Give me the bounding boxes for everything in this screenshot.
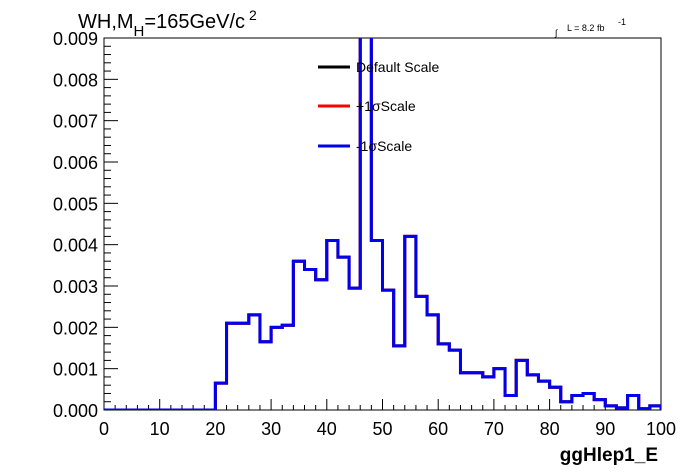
y-tick-label: 0.008 (53, 70, 98, 90)
y-tick-label: 0.001 (53, 360, 98, 380)
legend-label-plus1sigma: +1σScale (356, 98, 416, 114)
svg-text:L = 8.2 fb: L = 8.2 fb (567, 23, 604, 33)
luminosity-superscript: -1 (618, 17, 626, 27)
chart-title-subscript: H (134, 23, 145, 40)
x-tick-label: 20 (205, 419, 225, 439)
legend-label-minus1sigma: -1σScale (356, 138, 412, 154)
series-line-1 (104, 38, 661, 410)
x-axis-label: ggHlep1_E (560, 445, 658, 466)
integral-symbol: ∫ (554, 28, 559, 38)
y-tick-label: 0.009 (53, 29, 98, 49)
y-tick-label: 0.004 (53, 236, 98, 256)
x-tick-label: 30 (261, 419, 281, 439)
luminosity-label: ∫ L = 8.2 fb -1 (554, 17, 626, 38)
series-line-0 (104, 38, 661, 410)
x-tick-label: 10 (150, 419, 170, 439)
x-tick-label: 100 (646, 419, 676, 439)
x-tick-label: 70 (484, 419, 504, 439)
plot-frame (103, 37, 662, 411)
legend-label-default: Default Scale (356, 59, 439, 75)
y-tick-label: 0.002 (53, 318, 98, 338)
y-tick-label: 0.000 (53, 401, 98, 421)
x-tick-label: 0 (99, 419, 109, 439)
x-tick-label: 40 (317, 419, 337, 439)
y-tick-label: 0.007 (53, 112, 98, 132)
y-tick-label: 0.006 (53, 153, 98, 173)
y-axis-ticks: 0.000 0.001 0.002 0.003 0.004 0.005 0.006 0.007… (53, 29, 118, 421)
y-tick-label: 0.003 (53, 277, 98, 297)
x-tick-label: 60 (428, 419, 448, 439)
chart-title-superscript: 2 (249, 7, 257, 23)
series-line-2 (104, 38, 661, 410)
x-tick-label: 90 (595, 419, 615, 439)
x-axis-ticks: 0 10 20 30 40 50 60 70 80 90 100 (99, 399, 676, 439)
legend: Default Scale +1σScale -1σScale (318, 59, 439, 154)
x-tick-label: 50 (372, 419, 392, 439)
y-tick-label: 0.005 (53, 194, 98, 214)
histogram-series (104, 38, 661, 410)
x-tick-label: 80 (540, 419, 560, 439)
chart-title: WH,MH=165GeV/c 2 (78, 7, 257, 40)
